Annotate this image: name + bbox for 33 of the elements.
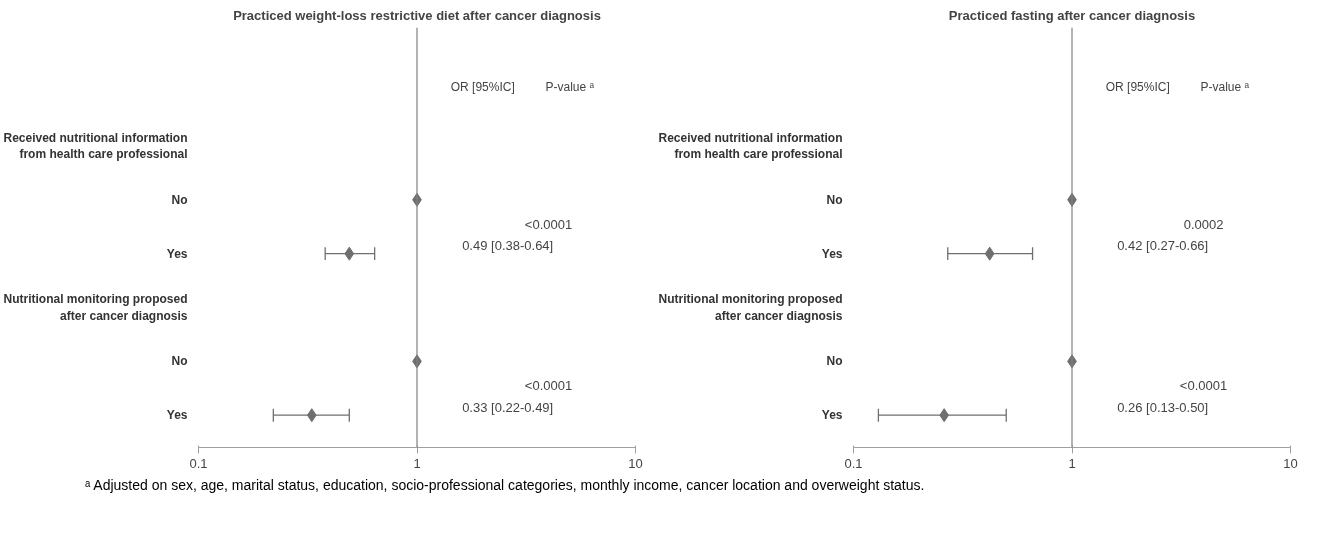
y-tick-label: Yes	[166, 246, 188, 261]
annotation: 0.33 [0.22-0.49]	[462, 399, 554, 415]
text: P-value ᵃ	[1200, 79, 1250, 94]
y-tick-label: Nutritional monitoring proposed after cancer diagnosis	[3, 292, 188, 323]
x-tick-label: 0.1	[189, 455, 208, 471]
x-tick-label: 10	[1283, 455, 1298, 471]
y-tick-label: Received nutritional information from health care professional	[658, 130, 843, 162]
annotation: 0.42 [0.27-0.66]	[1117, 238, 1209, 254]
annotation: 0.26 [0.13-0.50]	[1117, 399, 1209, 415]
x-tick-label: 10	[628, 455, 643, 471]
x-tick-label: 1	[1068, 455, 1076, 471]
y-tick-label: Nutritional monitoring proposed after cancer diagnosis	[658, 292, 843, 323]
annotation: <0.0001	[524, 378, 573, 394]
text: OR [95%IC]	[450, 79, 515, 94]
y-tick-label: Yes	[821, 246, 843, 261]
y-tick-label: Yes	[821, 408, 843, 423]
text: ᵃ Adjusted on sex, age, marital status, education, socio-professional categories, monthly income, cancer location and overweight status.	[85, 476, 925, 495]
chart-title: Practiced weight-loss restrictive diet after cancer diagnosis	[233, 7, 601, 23]
y-tick-label: No	[826, 354, 843, 369]
x-tick-label: 1	[413, 455, 421, 471]
text: OR [95%IC]	[1105, 79, 1170, 94]
annotation: 0.49 [0.38-0.64]	[462, 238, 554, 254]
y-tick-label: No	[171, 354, 188, 369]
annotation: 0.0002	[1183, 216, 1224, 232]
annotation: <0.0001	[1179, 378, 1228, 394]
x-tick-label: 0.1	[844, 455, 863, 471]
y-tick-label: No	[826, 192, 843, 207]
y-tick-label: Received nutritional information from health care professional	[3, 130, 188, 162]
text: P-value ᵃ	[545, 79, 595, 94]
y-tick-label: No	[171, 192, 188, 207]
chart-title: Practiced fasting after cancer diagnosis	[948, 7, 1196, 23]
y-tick-label: Yes	[166, 408, 188, 423]
annotation: <0.0001	[524, 216, 573, 232]
